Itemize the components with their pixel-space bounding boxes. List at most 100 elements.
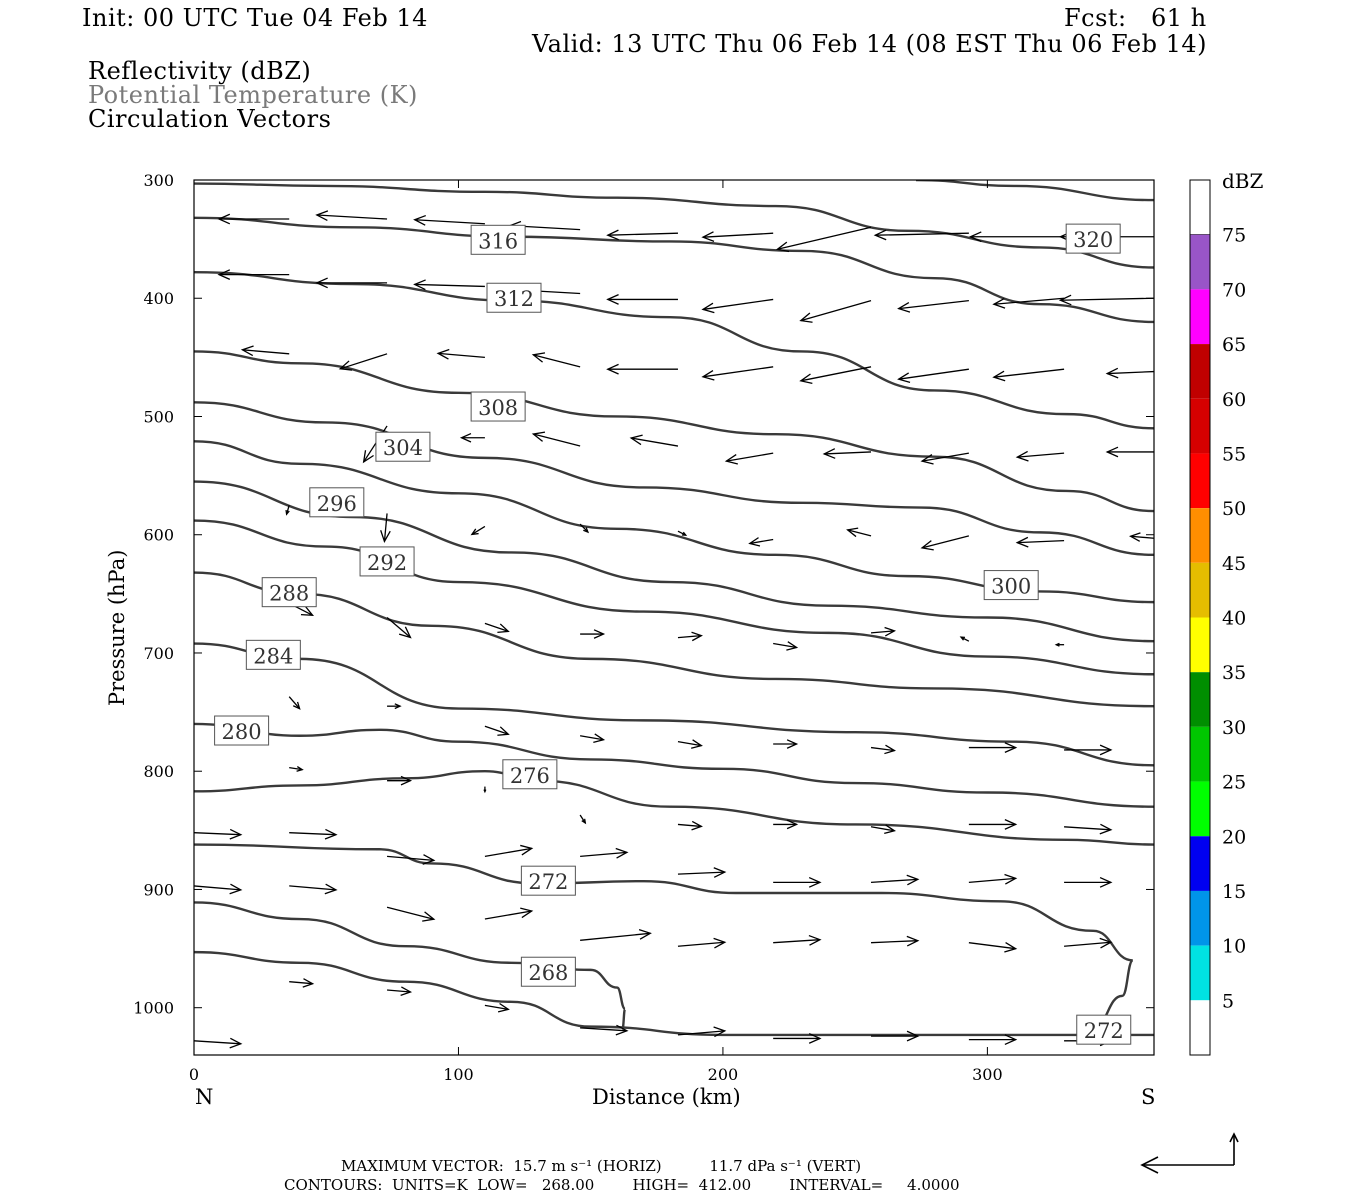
colorbar-level-label: 30 xyxy=(1222,717,1246,739)
circulation-vector xyxy=(580,733,606,743)
contour-label: 300 xyxy=(991,575,1031,599)
circulation-vector xyxy=(1105,446,1154,458)
colorbar-level-label: 20 xyxy=(1222,826,1246,848)
circulation-vector xyxy=(315,277,388,289)
isentrope-292 xyxy=(194,519,1154,676)
circulation-vector xyxy=(701,298,774,314)
circulation-vector xyxy=(285,504,290,516)
circulation-vector xyxy=(773,641,799,651)
circulation-vector xyxy=(606,229,678,241)
contour-label-box xyxy=(470,224,526,255)
x-axis-title: Distance (km) xyxy=(592,1085,741,1109)
field-label-potential-temperature: Potential Temperature (K) xyxy=(88,81,418,109)
colorbar-segment xyxy=(1190,836,1210,891)
circulation-vector xyxy=(217,213,290,225)
circulation-vector xyxy=(1064,876,1113,888)
circulation-vector xyxy=(1064,744,1113,756)
contour-label: 304 xyxy=(383,436,423,460)
circulation-vector xyxy=(968,1034,1018,1046)
circulation-vector xyxy=(387,854,436,865)
circulation-vector xyxy=(1064,823,1113,835)
y-tick-label: 400 xyxy=(143,289,174,308)
field-label-circulation-vectors: Circulation Vectors xyxy=(88,105,332,133)
colorbar-level-label: 75 xyxy=(1222,225,1246,247)
isentrope-268 xyxy=(194,901,627,1031)
circulation-vector xyxy=(701,231,774,242)
colorbar-segment xyxy=(1190,890,1210,946)
circulation-vector xyxy=(459,432,485,443)
circulation-vector xyxy=(677,1026,727,1038)
circulation-vector xyxy=(217,269,290,280)
circulation-vector xyxy=(773,739,799,749)
circulation-vector xyxy=(968,231,1065,243)
x-tick-label: 200 xyxy=(708,1065,739,1084)
circulation-vector xyxy=(799,299,872,323)
circulation-vector xyxy=(677,530,688,536)
colorbar-level-label: 10 xyxy=(1222,936,1246,958)
contour-label: 284 xyxy=(253,644,293,668)
colorbar-level-label: 25 xyxy=(1222,772,1246,794)
circulation-vector xyxy=(413,214,485,226)
circulation-vector xyxy=(870,874,920,886)
contour-label-box xyxy=(502,759,558,790)
circulation-vector xyxy=(775,226,872,253)
contour-label: 288 xyxy=(269,582,309,606)
x-tick-label: 300 xyxy=(972,1065,1003,1084)
circulation-vector xyxy=(992,368,1065,382)
circulation-vector xyxy=(1015,450,1065,462)
colorbar-segment xyxy=(1190,562,1210,618)
circulation-vector xyxy=(677,739,703,749)
contour-label: 276 xyxy=(510,764,550,788)
circulation-vector xyxy=(773,819,799,830)
circulation-vector xyxy=(606,294,678,305)
contour-label: 272 xyxy=(1084,1019,1124,1043)
circulation-vector xyxy=(315,210,388,222)
circulation-vector xyxy=(194,883,243,895)
circulation-vector xyxy=(380,513,391,544)
circulation-vector xyxy=(1015,536,1065,548)
isentrope-contours xyxy=(194,180,1154,1037)
circulation-vector xyxy=(289,883,338,895)
contour-label-box xyxy=(520,865,576,896)
isentrope-304 xyxy=(194,401,1154,557)
circulation-vector xyxy=(968,819,1018,830)
circulation-vector xyxy=(1129,532,1154,542)
circulation-vector xyxy=(677,867,727,878)
colorbar-level-label: 65 xyxy=(1222,334,1246,356)
isentrope-312 xyxy=(194,271,1154,430)
contour-label: 320 xyxy=(1073,228,1113,252)
circulation-vector xyxy=(386,906,436,922)
contour-label: 292 xyxy=(367,551,407,575)
circulation-vector xyxy=(748,537,774,547)
colorbar-title: dBZ xyxy=(1222,169,1264,193)
circulation-vector xyxy=(873,229,969,241)
axis-ticks: 300 400 500 600 700 800 900 1000 0 100 200 300 xyxy=(133,171,1154,1084)
isentrope-320 xyxy=(915,180,1154,202)
circulation-vector xyxy=(1105,367,1154,379)
contour-labels: 320 316 312 308 304 300 296 292 288 284 280 276 272 2… xyxy=(214,223,1132,1045)
circulation-vector xyxy=(470,525,486,536)
circulation-vector xyxy=(289,765,304,772)
x-tick-label: 100 xyxy=(443,1065,474,1084)
forecast-hour: Fcst: 61 h xyxy=(1064,4,1207,32)
circulation-vector xyxy=(677,937,727,949)
circulation-vector xyxy=(773,876,822,888)
contour-label: 316 xyxy=(478,229,518,253)
contour-label-box xyxy=(1076,1014,1132,1045)
circulation-vector xyxy=(870,935,920,947)
circulation-vector xyxy=(483,786,487,794)
colorbar-segment xyxy=(1190,453,1210,509)
colorbar-level-label: 45 xyxy=(1222,553,1246,575)
field-label-reflectivity: Reflectivity (dBZ) xyxy=(88,57,312,85)
circulation-vector xyxy=(194,1037,243,1049)
contour-label-box xyxy=(245,639,301,670)
isentrope-320 xyxy=(194,182,1154,269)
contour-label-box xyxy=(359,546,415,577)
x-axis-north-label: N xyxy=(195,1085,213,1109)
contour-label-box xyxy=(470,391,526,422)
circulation-vector xyxy=(484,622,510,634)
colorbar-segment xyxy=(1190,672,1210,727)
y-tick-label: 600 xyxy=(143,526,174,545)
colorbar-segment xyxy=(1190,781,1210,837)
circulation-vector xyxy=(531,352,581,368)
